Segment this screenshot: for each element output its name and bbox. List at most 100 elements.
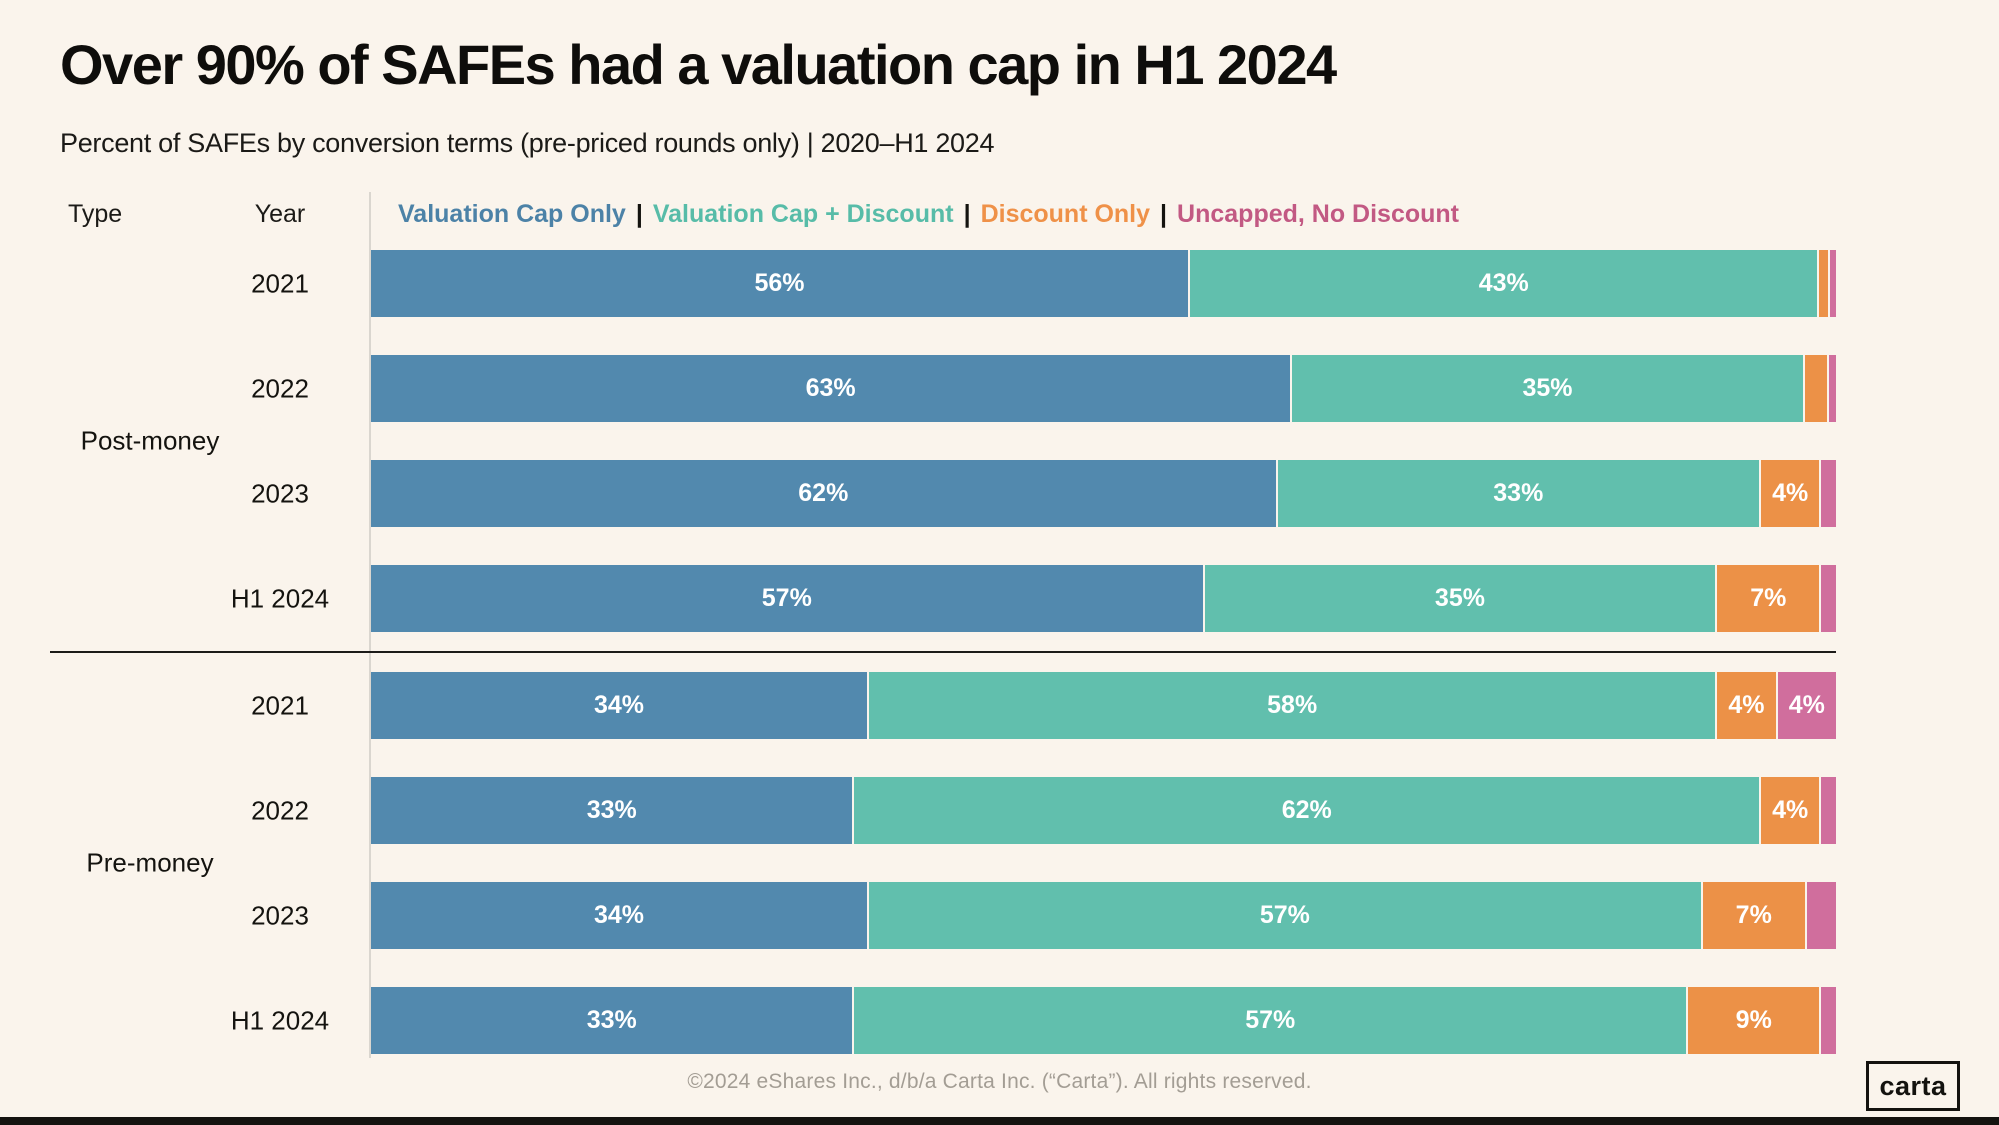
- bar-segment-valuation-cap-only: 63%: [371, 355, 1291, 422]
- type-column-header: Type: [68, 200, 123, 228]
- bar-value-label: 35%: [1522, 374, 1573, 402]
- bar-value-label: 4%: [1772, 479, 1809, 507]
- bar-value-label: 35%: [1434, 584, 1485, 612]
- bar-value-label: 34%: [594, 901, 645, 929]
- bar-segment-valuation-cap-only: 34%: [371, 672, 868, 739]
- bar-value-label: 58%: [1267, 691, 1318, 719]
- group-divider-line: [50, 651, 1836, 653]
- carta-logo-text: carta: [1879, 1070, 1947, 1101]
- legend: Valuation Cap Only | Valuation Cap + Disco…: [398, 200, 1459, 229]
- bar-segment-discount-only: 7%: [1702, 882, 1805, 949]
- bar-value-label: 43%: [1478, 269, 1529, 297]
- year-label: 2023: [251, 478, 309, 508]
- bar-row-pre-money-2021: 2021 34% 58% 4% 4%: [0, 672, 1999, 739]
- year-column-header: Year: [254, 200, 306, 228]
- bar-segment-uncapped-no-discount: [1821, 987, 1836, 1054]
- bar-segment-discount-only: 4%: [1717, 672, 1776, 739]
- bar-row-pre-money-2022: 2022 33% 62% 4%: [0, 777, 1999, 844]
- legend-item-valuation-cap-only: Valuation Cap Only: [398, 200, 626, 228]
- bar-segment-valuation-cap-only: 34%: [371, 882, 868, 949]
- bar-track: 33% 62% 4%: [371, 777, 1836, 844]
- bar-segment-valuation-cap-only: 33%: [371, 987, 853, 1054]
- year-label: H1 2024: [230, 583, 330, 613]
- bar-value-label: 62%: [798, 479, 849, 507]
- bar-group-pre-money: Pre-money 2021 34% 58% 4% 4% 2022 33% 62% 4% 2023 3…: [0, 672, 1999, 1054]
- bar-value-label: 34%: [594, 691, 645, 719]
- chart-subtitle: Percent of SAFEs by conversion terms (pr…: [60, 128, 995, 158]
- bar-row-post-money-2021: 2021 56% 43%: [0, 250, 1999, 317]
- group-label-pre-money: Pre-money: [86, 847, 214, 878]
- bar-segment-discount-only: [1819, 250, 1829, 317]
- bar-segment-uncapped-no-discount: [1806, 882, 1836, 949]
- bar-segment-uncapped-no-discount: 4%: [1777, 672, 1836, 739]
- bar-segment-valuation-cap-discount: 43%: [1190, 250, 1818, 317]
- bar-segment-discount-only: 7%: [1717, 565, 1820, 632]
- bar-row-post-money-h1-2024: H1 2024 57% 35% 7%: [0, 565, 1999, 632]
- legend-item-uncapped-no-discount: Uncapped, No Discount: [1177, 200, 1460, 228]
- bar-row-pre-money-h1-2024: H1 2024 33% 57% 9%: [0, 987, 1999, 1054]
- bar-segment-valuation-cap-discount: 58%: [869, 672, 1716, 739]
- bar-segment-valuation-cap-discount: 35%: [1292, 355, 1803, 422]
- bar-segment-valuation-cap-only: 57%: [371, 565, 1203, 632]
- bar-track: 33% 57% 9%: [371, 987, 1836, 1054]
- bar-value-label: 33%: [586, 796, 637, 824]
- legend-item-valuation-cap-discount: Valuation Cap + Discount: [652, 200, 954, 228]
- bar-segment-valuation-cap-discount: 33%: [1277, 460, 1760, 527]
- bar-value-label: 56%: [754, 269, 805, 297]
- year-label: H1 2024: [230, 1005, 330, 1035]
- bar-value-label: 57%: [761, 584, 812, 612]
- bar-track: 56% 43%: [371, 250, 1837, 317]
- chart-title: Over 90% of SAFEs had a valuation cap in…: [60, 33, 1337, 96]
- bar-value-label: 4%: [1788, 691, 1825, 719]
- bar-segment-valuation-cap-only: 56%: [371, 250, 1189, 317]
- bar-segment-discount-only: [1804, 355, 1827, 422]
- bar-segment-valuation-cap-only: 62%: [371, 460, 1276, 527]
- legend-separator: |: [1160, 200, 1168, 228]
- bar-segment-valuation-cap-only: 33%: [371, 777, 853, 844]
- bar-value-label: 57%: [1259, 901, 1310, 929]
- bar-value-label: 9%: [1735, 1006, 1772, 1034]
- bar-segment-discount-only: 4%: [1761, 777, 1820, 844]
- y-axis-line: [369, 192, 371, 1058]
- bar-row-post-money-2023: 2023 62% 33% 4%: [0, 460, 1999, 527]
- column-header-row: Type Year Valuation Cap Only | Valuation C…: [0, 200, 1999, 232]
- year-label: 2021: [251, 268, 309, 298]
- year-label: 2021: [251, 690, 309, 720]
- bar-segment-uncapped-no-discount: [1821, 777, 1836, 844]
- bar-segment-valuation-cap-discount: 57%: [854, 987, 1687, 1054]
- bar-value-label: 7%: [1735, 901, 1772, 929]
- group-label-post-money: Post-money: [80, 425, 220, 456]
- bar-segment-valuation-cap-discount: 57%: [869, 882, 1701, 949]
- bar-segment-uncapped-no-discount: [1821, 460, 1836, 527]
- bar-value-label: 33%: [1493, 479, 1544, 507]
- bar-segment-discount-only: 4%: [1761, 460, 1820, 527]
- chart-area: Post-money 2021 56% 43% 2022 63% 35% 2023 62% 33%…: [0, 250, 1999, 1054]
- bar-track: 34% 57% 7%: [371, 882, 1836, 949]
- bar-group-post-money: Post-money 2021 56% 43% 2022 63% 35% 2023 62% 33%…: [0, 250, 1999, 632]
- bar-value-label: 4%: [1772, 796, 1809, 824]
- bar-value-label: 33%: [586, 1006, 637, 1034]
- bar-track: 63% 35%: [371, 355, 1837, 422]
- bar-segment-uncapped-no-discount: [1821, 565, 1836, 632]
- copyright-text: ©2024 eShares Inc., d/b/a Carta Inc. (“C…: [687, 1070, 1312, 1093]
- year-label: 2023: [251, 900, 309, 930]
- bar-segment-uncapped-no-discount: [1830, 250, 1837, 317]
- bar-row-post-money-2022: 2022 63% 35%: [0, 355, 1999, 422]
- legend-item-discount-only: Discount Only: [980, 200, 1151, 228]
- bar-segment-valuation-cap-discount: 35%: [1204, 565, 1716, 632]
- bar-segment-discount-only: 9%: [1688, 987, 1820, 1054]
- bar-track: 34% 58% 4% 4%: [371, 672, 1836, 739]
- bar-row-pre-money-2023: 2023 34% 57% 7%: [0, 882, 1999, 949]
- bar-track: 57% 35% 7%: [371, 565, 1836, 632]
- bar-segment-valuation-cap-discount: 62%: [854, 777, 1760, 844]
- bar-value-label: 62%: [1281, 796, 1332, 824]
- bar-segment-uncapped-no-discount: [1828, 355, 1837, 422]
- bar-value-label: 63%: [805, 374, 856, 402]
- bar-track: 62% 33% 4%: [371, 460, 1836, 527]
- footer: ©2024 eShares Inc., d/b/a Carta Inc. (“C…: [0, 1070, 1999, 1094]
- bottom-border-strip: [0, 1117, 1999, 1125]
- year-label: 2022: [251, 795, 309, 825]
- bar-value-label: 57%: [1245, 1006, 1296, 1034]
- legend-separator: |: [963, 200, 971, 228]
